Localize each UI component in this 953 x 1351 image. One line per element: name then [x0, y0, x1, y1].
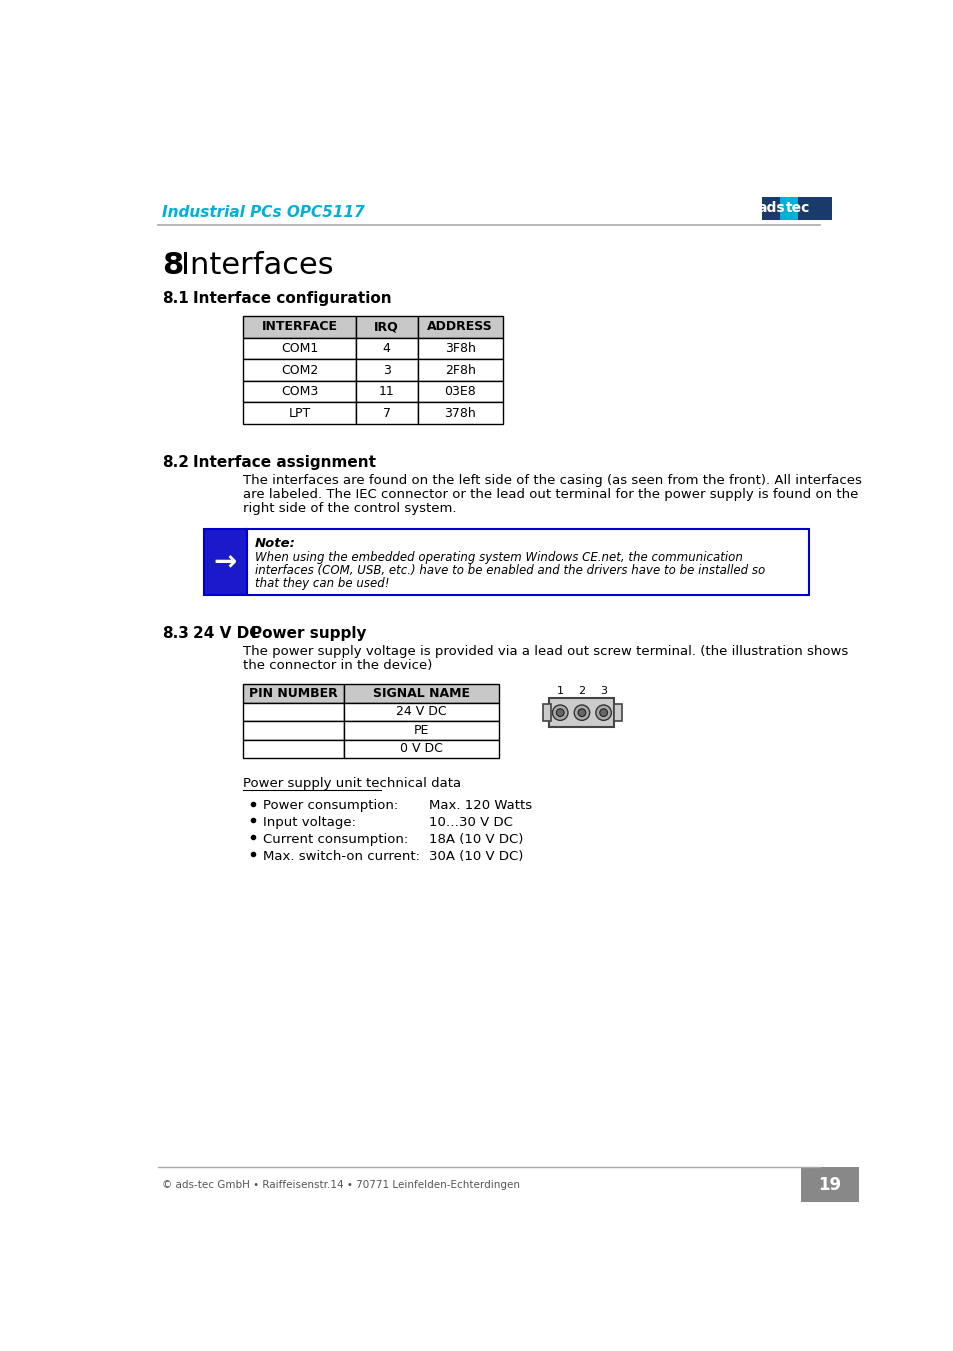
Text: INTERFACE: INTERFACE	[261, 320, 337, 334]
Text: COM3: COM3	[280, 385, 317, 399]
Text: COM1: COM1	[280, 342, 317, 355]
Bar	[761, 197, 831, 220]
Circle shape	[578, 709, 585, 716]
Circle shape	[574, 705, 589, 720]
Text: The power supply voltage is provided via a lead out screw terminal. (the illustr: The power supply voltage is provided via…	[243, 644, 847, 658]
Bar	[542, 704, 550, 721]
Text: Interfaces: Interfaces	[181, 251, 334, 280]
Text: right side of the control system.: right side of the control system.	[243, 501, 456, 515]
Bar	[549, 698, 614, 727]
Text: 1: 1	[557, 686, 563, 696]
Bar	[417, 338, 502, 359]
Text: 03E8: 03E8	[444, 385, 476, 399]
Bar	[417, 381, 502, 403]
Text: Industrial PCs OPC5117: Industrial PCs OPC5117	[162, 204, 364, 220]
Bar	[355, 316, 417, 338]
Bar	[355, 359, 417, 381]
Text: are labeled. The IEC connector or the lead out terminal for the power supply is : are labeled. The IEC connector or the le…	[243, 488, 858, 501]
Text: 19: 19	[818, 1175, 841, 1194]
Text: Max. switch-on current:: Max. switch-on current:	[262, 850, 419, 863]
Text: 11: 11	[378, 385, 395, 399]
Bar	[355, 403, 417, 424]
Bar	[243, 739, 344, 758]
Bar	[801, 1167, 858, 1202]
Text: 3: 3	[382, 363, 390, 377]
Text: 8: 8	[162, 251, 183, 280]
Text: Power supply: Power supply	[251, 626, 366, 640]
Text: 8.3: 8.3	[162, 626, 189, 640]
Text: 378h: 378h	[444, 407, 476, 420]
Text: Input voltage:: Input voltage:	[262, 816, 355, 830]
Circle shape	[599, 709, 607, 716]
Bar	[243, 684, 344, 703]
Text: the connector in the device): the connector in the device)	[243, 659, 432, 671]
Text: The interfaces are found on the left side of the casing (as seen from the front): The interfaces are found on the left sid…	[243, 474, 862, 486]
Bar	[417, 359, 502, 381]
Text: Max. 120 Watts: Max. 120 Watts	[429, 798, 532, 812]
Text: Power supply unit technical data: Power supply unit technical data	[243, 777, 461, 790]
Bar	[614, 704, 621, 721]
Text: that they can be used!: that they can be used!	[254, 577, 389, 590]
Bar	[243, 721, 344, 739]
Text: 0 V DC: 0 V DC	[399, 742, 442, 755]
Circle shape	[552, 705, 567, 720]
Text: 10…30 V DC: 10…30 V DC	[429, 816, 513, 830]
Text: SIGNAL NAME: SIGNAL NAME	[373, 686, 470, 700]
Bar	[417, 316, 502, 338]
Text: →: →	[213, 549, 236, 576]
Text: 4: 4	[382, 342, 390, 355]
Text: PIN NUMBER: PIN NUMBER	[249, 686, 337, 700]
Bar	[344, 684, 498, 703]
Bar	[355, 338, 417, 359]
Text: 8.2: 8.2	[162, 455, 189, 470]
Bar	[344, 703, 498, 721]
Bar	[344, 739, 498, 758]
Bar	[243, 316, 355, 338]
Bar	[417, 403, 502, 424]
Text: 24 V DC: 24 V DC	[193, 626, 260, 640]
Text: interfaces (COM, USB, etc.) have to be enabled and the drivers have to be instal: interfaces (COM, USB, etc.) have to be e…	[254, 565, 764, 577]
Text: 3: 3	[599, 686, 606, 696]
Bar	[243, 403, 355, 424]
Text: 3F8h: 3F8h	[444, 342, 476, 355]
Text: 8.1: 8.1	[162, 292, 189, 307]
Text: COM2: COM2	[280, 363, 317, 377]
Text: IRQ: IRQ	[374, 320, 398, 334]
Text: LPT: LPT	[288, 407, 311, 420]
Text: 2F8h: 2F8h	[444, 363, 476, 377]
Text: Note:: Note:	[254, 538, 295, 550]
Bar	[247, 530, 808, 594]
Circle shape	[556, 709, 563, 716]
Circle shape	[596, 705, 611, 720]
Text: 30A (10 V DC): 30A (10 V DC)	[429, 850, 523, 863]
Text: PE: PE	[414, 724, 429, 736]
Text: ADDRESS: ADDRESS	[427, 320, 493, 334]
Bar	[243, 703, 344, 721]
Text: 2: 2	[578, 686, 585, 696]
Text: 18A (10 V DC): 18A (10 V DC)	[429, 832, 523, 846]
Text: © ads-tec GmbH • Raiffeisenstr.14 • 70771 Leinfelden-Echterdingen: © ads-tec GmbH • Raiffeisenstr.14 • 7077…	[162, 1179, 519, 1190]
Text: 7: 7	[382, 407, 390, 420]
Text: Interface assignment: Interface assignment	[193, 455, 375, 470]
Text: ads: ads	[757, 201, 784, 215]
Bar	[243, 338, 355, 359]
Bar	[344, 721, 498, 739]
Bar	[779, 197, 798, 220]
Text: Interface configuration: Interface configuration	[193, 292, 391, 307]
Text: Current consumption:: Current consumption:	[262, 832, 408, 846]
Text: When using the embedded operating system Windows CE.net, the communication: When using the embedded operating system…	[254, 551, 742, 563]
Bar	[204, 530, 247, 594]
Bar	[243, 359, 355, 381]
Text: 24 V DC: 24 V DC	[395, 705, 446, 719]
Bar	[355, 381, 417, 403]
Text: Power consumption:: Power consumption:	[262, 798, 397, 812]
Text: tec: tec	[785, 201, 809, 215]
Bar	[243, 381, 355, 403]
